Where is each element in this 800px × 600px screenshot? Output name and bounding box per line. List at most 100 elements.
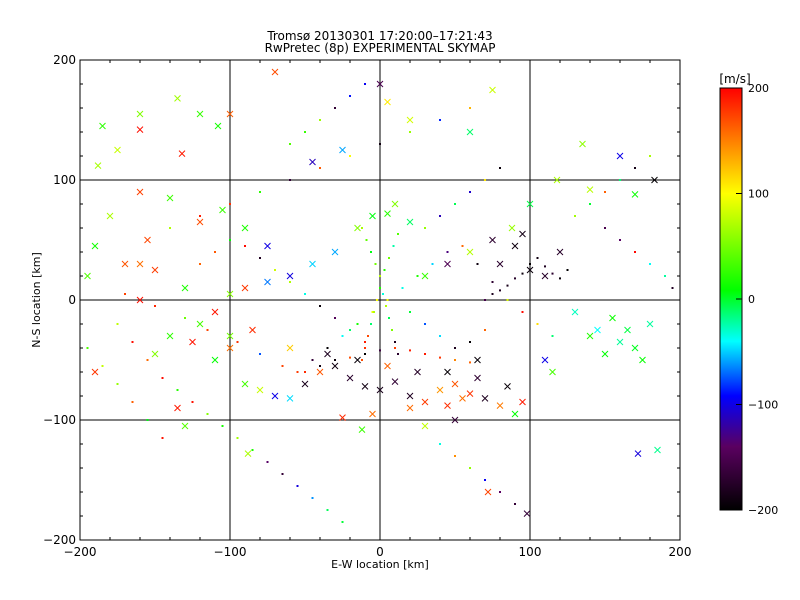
x-axis-ticks: −200 −100 0 100 200	[64, 60, 691, 559]
data-point-dot	[364, 353, 366, 355]
data-point-dot	[386, 299, 389, 301]
data-point-x	[99, 122, 106, 130]
data-point-dot	[619, 239, 621, 241]
data-point-x	[556, 248, 564, 256]
data-point-x	[151, 266, 159, 274]
data-point-x	[361, 383, 369, 390]
data-point-x	[384, 362, 391, 370]
colorbar-tick-label: 200	[748, 82, 769, 95]
data-point-dot	[259, 353, 261, 355]
data-point-x	[511, 410, 519, 418]
data-point-x	[301, 380, 309, 388]
data-point-x	[136, 260, 144, 268]
data-point-x	[489, 236, 496, 244]
data-point-dot	[311, 359, 314, 361]
data-point-dot	[161, 437, 164, 439]
data-point-x	[144, 236, 151, 244]
data-point-x	[249, 326, 256, 334]
data-point-dot	[469, 361, 471, 364]
x-tick-label: 0	[376, 545, 384, 559]
data-point-x	[384, 98, 391, 106]
data-point-dot	[199, 263, 201, 265]
data-point-dot	[484, 179, 486, 181]
data-point-x	[241, 284, 249, 292]
data-point-x	[354, 224, 361, 232]
data-point-x	[526, 266, 534, 274]
data-point-dot	[311, 497, 314, 499]
data-point-dot	[388, 317, 390, 319]
data-point-dot	[161, 377, 164, 379]
data-point-dot	[296, 485, 299, 487]
colorbar-tick-label: 0	[748, 293, 755, 306]
data-point-dot	[397, 353, 399, 355]
data-point-dot	[319, 305, 321, 307]
data-point-x	[444, 402, 451, 409]
data-point-x	[114, 146, 121, 154]
data-point-dot	[379, 143, 381, 145]
data-point-dot	[388, 257, 390, 259]
data-point-x	[271, 68, 279, 76]
data-point-x	[94, 162, 102, 169]
data-point-x	[196, 218, 204, 226]
data-point-dot	[319, 119, 321, 121]
data-point-dot	[367, 335, 369, 337]
data-point-dot	[397, 233, 399, 235]
data-point-x	[331, 362, 339, 370]
data-point-x	[549, 368, 556, 376]
data-point-x	[436, 386, 444, 394]
data-point-dot	[304, 131, 306, 133]
data-point-x	[121, 260, 129, 268]
data-point-x	[346, 374, 354, 382]
data-point-x	[504, 383, 511, 390]
data-point-x	[91, 368, 99, 376]
y-tick-label: 100	[53, 173, 76, 187]
data-point-x	[181, 422, 189, 430]
data-point-x	[466, 128, 474, 136]
data-point-dot	[281, 365, 284, 367]
data-point-x	[91, 242, 99, 250]
data-point-x	[189, 338, 196, 346]
data-point-x	[496, 260, 504, 268]
data-point-dot	[131, 341, 134, 343]
data-point-x	[444, 368, 451, 376]
data-point-dot	[382, 293, 384, 295]
data-point-dot	[536, 323, 539, 325]
data-point-dot	[349, 329, 351, 331]
data-point-x	[406, 404, 414, 412]
data-point-dot	[391, 329, 393, 331]
data-point-x	[414, 368, 421, 376]
data-point-x	[571, 308, 579, 316]
data-point-dot	[506, 284, 509, 287]
data-point-dot	[649, 263, 651, 265]
data-point-dot	[439, 119, 441, 121]
data-point-dot	[409, 349, 411, 352]
data-point-dot	[259, 191, 261, 193]
x-tick-label: 100	[519, 545, 542, 559]
data-point-x	[624, 326, 631, 334]
data-point-dot	[349, 356, 351, 359]
data-point-dot	[370, 323, 372, 325]
data-point-dot	[124, 293, 126, 295]
y-tick-label: −100	[43, 413, 76, 427]
data-point-x	[264, 242, 271, 250]
data-point-x	[166, 332, 174, 340]
data-point-dot	[319, 167, 321, 169]
data-point-x	[286, 272, 294, 280]
data-point-x	[84, 272, 91, 280]
data-point-x	[286, 395, 294, 402]
data-point-x	[421, 422, 429, 430]
data-point-dot	[409, 311, 411, 313]
data-point-dot	[574, 215, 576, 217]
data-point-x	[421, 398, 429, 406]
data-point-x	[594, 326, 601, 334]
data-point-dot	[370, 251, 372, 253]
data-point-dot	[154, 305, 156, 307]
data-point-dot	[251, 449, 254, 451]
data-point-x	[106, 212, 114, 220]
data-point-x	[219, 206, 226, 214]
data-point-dot	[289, 143, 291, 145]
y-tick-label: 0	[68, 293, 76, 307]
data-point-dot	[424, 323, 426, 325]
data-point-x	[639, 356, 646, 364]
data-point-x	[466, 390, 474, 397]
